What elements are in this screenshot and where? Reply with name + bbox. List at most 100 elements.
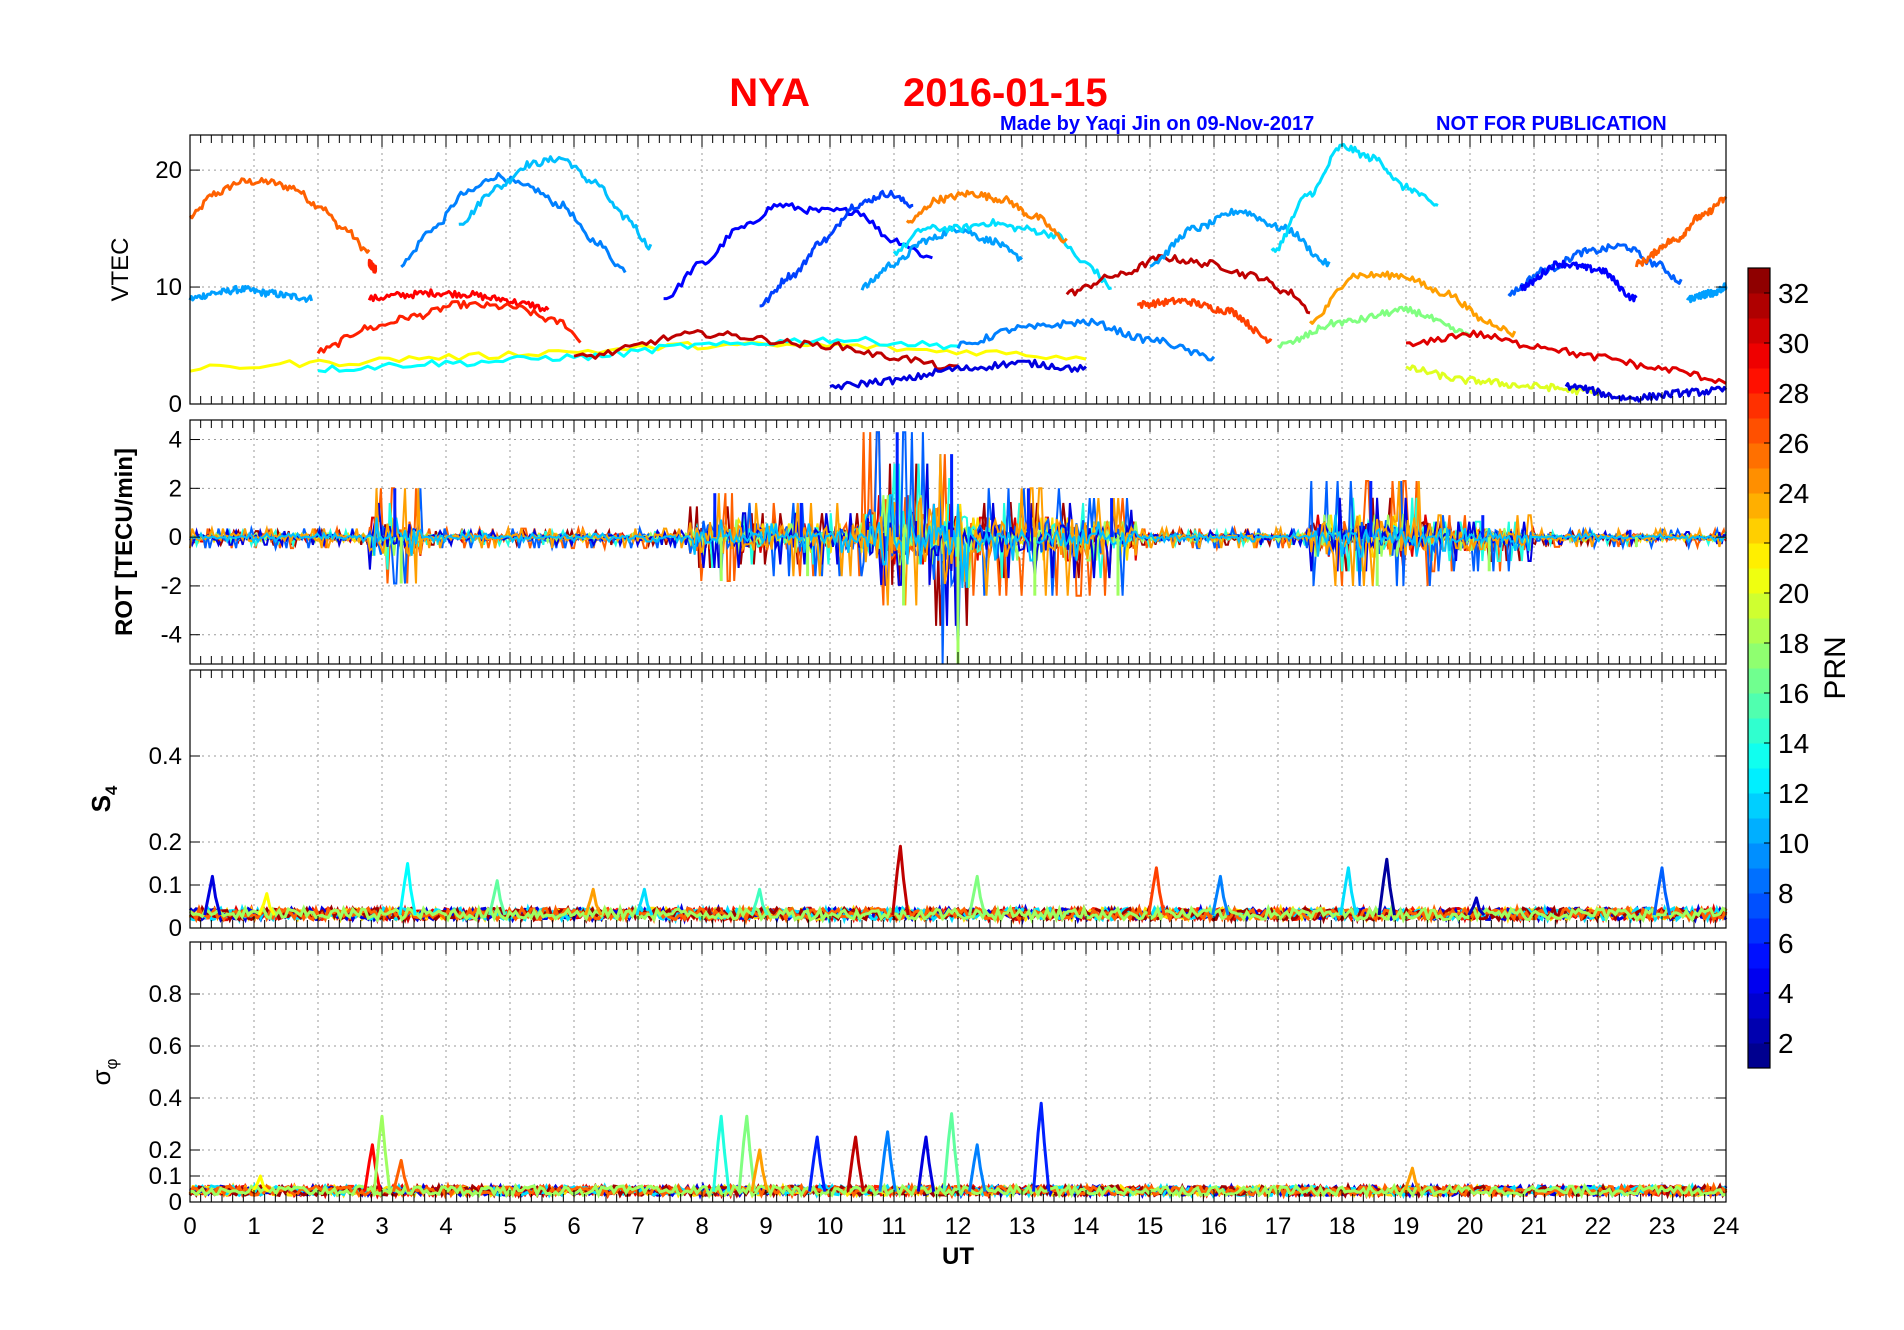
colorbar-segment: [1748, 543, 1770, 569]
ut-x-axis-label: UT: [942, 1243, 974, 1270]
colorbar-segment: [1748, 418, 1770, 444]
s4-y-tick-label: 0.1: [149, 872, 182, 899]
s4-ticks: [189, 670, 1727, 929]
colorbar-tick-label: 6: [1778, 928, 1794, 959]
vtec-series-line: [1137, 296, 1273, 344]
colorbar-tick-label: 18: [1778, 628, 1809, 659]
sigma-phi-peak: [878, 1130, 897, 1192]
vtec-y-tick-label: 20: [155, 157, 182, 184]
rot-series: [189, 431, 1727, 665]
rot-y-tick-label: -2: [161, 573, 182, 600]
rot-y-tick-label: 2: [169, 475, 182, 502]
vtec-series-line: [892, 218, 1112, 290]
ut-x-tick-labels: 0 1 2 3 4 5 6 7 8 9 10 11 12 13 14 15 16 17 18 19 20 21 22 23 24: [183, 1213, 1739, 1240]
s4-y-tick-label: 0: [169, 915, 182, 942]
colorbar-segment: [1748, 593, 1770, 619]
ut-x-tick-label: 14: [1073, 1213, 1100, 1240]
colorbar-segments: [1748, 268, 1770, 1069]
ut-x-tick-label: 0: [183, 1213, 196, 1240]
ut-x-tick-label: 16: [1201, 1213, 1228, 1240]
sigma-phi-peak: [737, 1114, 756, 1192]
sigma-phi-ticks: [189, 942, 1727, 1203]
ut-x-tick-label: 24: [1713, 1213, 1740, 1240]
s4-peak: [891, 844, 910, 916]
colorbar-segment: [1748, 668, 1770, 694]
s4-peak: [257, 892, 276, 916]
s4-peak: [398, 862, 417, 916]
colorbar-segment: [1748, 643, 1770, 669]
colorbar-segment: [1748, 968, 1770, 994]
colorbar-segment: [1748, 618, 1770, 644]
colorbar-segment: [1748, 693, 1770, 719]
vtec-series-line: [188, 177, 371, 254]
ut-x-tick-label: 12: [945, 1213, 972, 1240]
ut-x-tick-label: 1: [247, 1213, 260, 1240]
s4-y-axis-label: S4: [86, 785, 121, 812]
colorbar-segment: [1748, 893, 1770, 919]
rot-ticks: [189, 420, 1727, 664]
ut-x-tick-label: 9: [759, 1213, 772, 1240]
colorbar-segment: [1748, 568, 1770, 594]
colorbar-segment: [1748, 918, 1770, 944]
vtec-series-line: [1405, 329, 1727, 385]
rot-y-axis-label: ROT [TECU/min]: [111, 448, 138, 636]
vtec-series-line: [1507, 242, 1683, 297]
colorbar-tick-label: 10: [1778, 828, 1809, 859]
colorbar-tick-label: 28: [1778, 378, 1809, 409]
colorbar-segment: [1748, 368, 1770, 394]
colorbar-segment: [1748, 818, 1770, 844]
ut-x-tick-label: 23: [1649, 1213, 1676, 1240]
rot-y-tick-label: 0: [169, 524, 182, 551]
vtec-series-line: [573, 329, 958, 371]
colorbar-segment: [1748, 393, 1770, 419]
colorbar-tick-label: 24: [1778, 478, 1809, 509]
sigma-phi-peak: [392, 1158, 411, 1193]
sigma-phi-peak: [1032, 1101, 1051, 1192]
sigma-phi-y-tick-label: 0.4: [149, 1085, 182, 1112]
ut-x-tick-label: 2: [311, 1213, 324, 1240]
colorbar-tick-label: 2: [1778, 1028, 1794, 1059]
vtec-y-axis-label: VTEC: [107, 237, 134, 301]
sigma-phi-peak: [712, 1114, 731, 1192]
sigma-phi-peak: [846, 1135, 865, 1192]
colorbar-tick-label: 22: [1778, 528, 1809, 559]
colorbar-segment: [1748, 993, 1770, 1019]
vtec-series-line: [829, 358, 1088, 391]
vtec-panel: 0 10 20 VTEC: [107, 134, 1728, 418]
title-date: 2016-01-15: [903, 71, 1108, 115]
ut-x-tick-label: 22: [1585, 1213, 1612, 1240]
colorbar-tick-label: 30: [1778, 328, 1809, 359]
sigma-phi-y-tick-labels: 00.10.2 0.4 0.6 0.8: [149, 981, 182, 1216]
vtec-series-line: [663, 202, 933, 301]
s4-label-main: S: [86, 795, 116, 812]
s4-peak: [750, 887, 769, 916]
ut-x-tick-label: 21: [1521, 1213, 1548, 1240]
s4-peak: [635, 887, 654, 916]
colorbar-tick-label: 16: [1778, 678, 1809, 709]
vtec-series-line: [1308, 270, 1517, 338]
sigma-phi-y-tick-label: 0.1: [149, 1163, 182, 1190]
ut-x-tick-label: 3: [375, 1213, 388, 1240]
colorbar-tick-label: 32: [1778, 278, 1809, 309]
sigma-label-sub: φ: [102, 1058, 121, 1069]
s4-y-tick-label: 0.2: [149, 829, 182, 856]
rot-series-line: [189, 494, 1727, 588]
colorbar-tick-label: 20: [1778, 578, 1809, 609]
vtec-series-line: [317, 335, 959, 374]
sigma-phi-panel: 00.10.20.40.60.8 0 1 2 3 4 5 6 7 8 9 10 11 12 13 14 15 1…: [86, 941, 1739, 1270]
sigma-phi-peak: [916, 1135, 936, 1192]
ut-x-tick-label: 17: [1265, 1213, 1292, 1240]
vtec-series-line: [458, 155, 653, 251]
vtec-series-line: [1270, 143, 1439, 253]
sigma-phi-peak: [808, 1135, 827, 1192]
s4-y-tick-labels: 0 0.1 0.2 0.4: [149, 743, 182, 942]
vtec-series-line: [316, 299, 582, 355]
colorbar-label: PRN: [1819, 636, 1852, 699]
colorbar-segment: [1748, 768, 1770, 794]
colorbar-segment: [1748, 468, 1770, 494]
colorbar-segment: [1748, 268, 1770, 294]
ut-x-tick-label: 20: [1457, 1213, 1484, 1240]
s4-peak: [584, 887, 603, 916]
